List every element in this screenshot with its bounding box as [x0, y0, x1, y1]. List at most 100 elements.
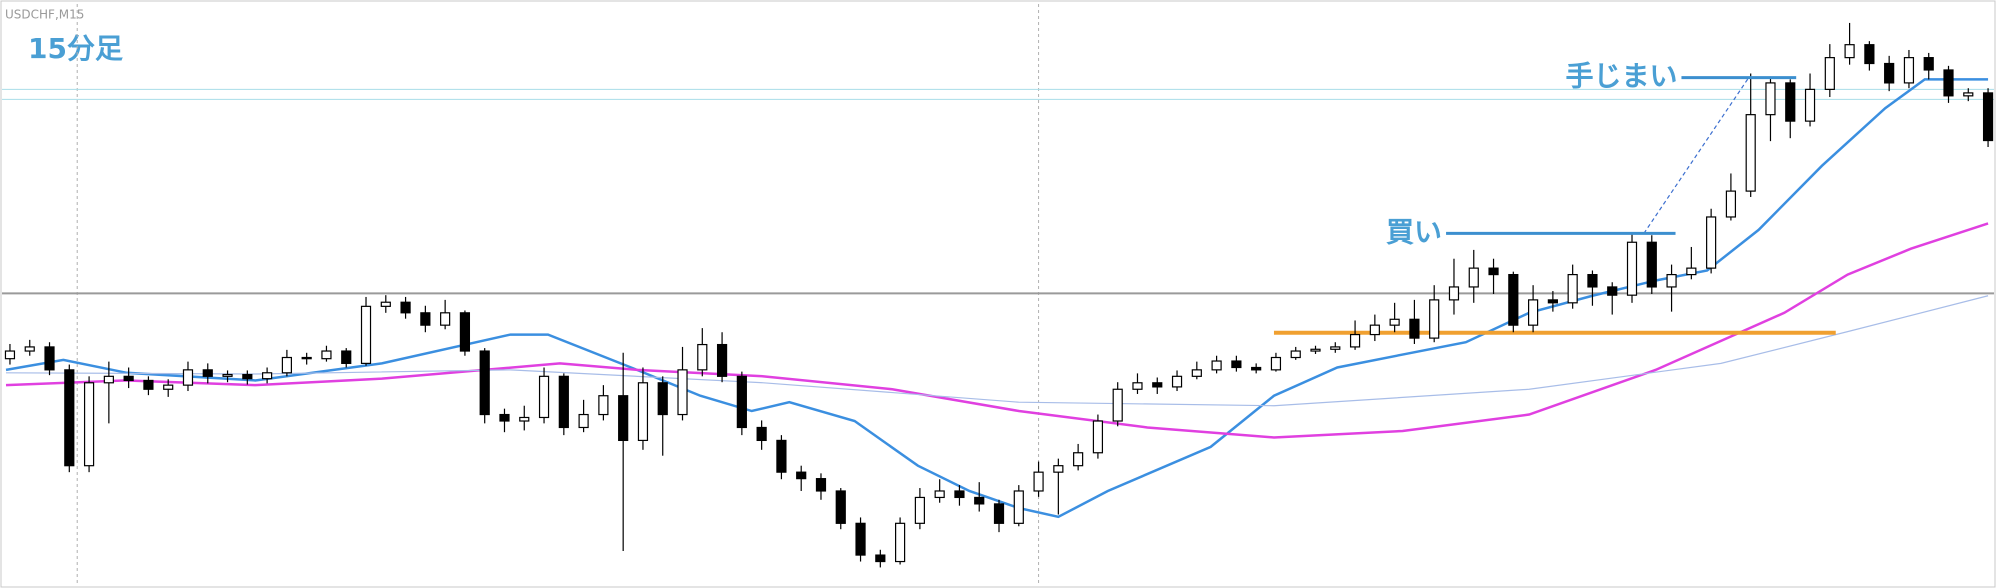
- candle-body: [1448, 286, 1460, 301]
- candle-body: [697, 343, 708, 371]
- candle-body: [736, 375, 747, 429]
- candle-body: [44, 346, 55, 371]
- candle-body: [123, 375, 134, 382]
- candle-body: [914, 496, 925, 524]
- candle-body: [1587, 273, 1598, 288]
- candle-body: [1785, 82, 1796, 122]
- candle-body: [1706, 216, 1717, 269]
- candle-body: [24, 346, 35, 352]
- candle-body: [380, 301, 391, 307]
- candle-body: [1290, 350, 1301, 359]
- candle-body: [538, 375, 550, 419]
- candle-body: [4, 350, 16, 360]
- candle-body: [1251, 366, 1262, 371]
- candle-body: [1231, 360, 1242, 369]
- candle-body: [756, 426, 767, 442]
- candle-body: [1903, 57, 1915, 84]
- candle-body: [1686, 267, 1697, 276]
- candle-body: [1191, 369, 1202, 377]
- trade-line: [1643, 77, 1750, 234]
- candle-body: [1330, 346, 1341, 350]
- candle-body: [420, 312, 431, 326]
- candle-body: [262, 372, 273, 380]
- candle-body: [499, 413, 510, 422]
- candle-body: [1033, 471, 1044, 492]
- candle-body: [855, 522, 866, 556]
- moving-average: [5, 222, 1989, 439]
- candle-body: [222, 373, 233, 377]
- candle-body: [1725, 190, 1737, 218]
- candle-body: [558, 375, 569, 429]
- candle-body: [1982, 92, 1994, 142]
- candle-body: [1626, 241, 1638, 296]
- candle-body: [64, 369, 75, 467]
- candle-body: [1211, 360, 1222, 371]
- candle-body: [1053, 465, 1064, 473]
- moving-average: [5, 78, 1989, 519]
- candle-body: [1132, 382, 1143, 390]
- candle-body: [182, 369, 194, 386]
- candle-body: [1369, 324, 1380, 336]
- candle-body: [440, 312, 451, 326]
- candle-body: [1468, 267, 1479, 288]
- candle-body: [1943, 69, 1954, 97]
- candle-body: [1152, 382, 1163, 388]
- candle-body: [360, 305, 372, 364]
- candle-body: [163, 384, 174, 390]
- candle-body: [1567, 273, 1578, 304]
- candle-body: [875, 554, 886, 563]
- candle-body: [341, 350, 352, 364]
- candle-body: [1844, 44, 1855, 59]
- candle-body: [796, 471, 807, 480]
- candle-body: [716, 343, 728, 377]
- candle-body: [459, 312, 471, 352]
- candle-body: [598, 395, 609, 416]
- candle-body: [1864, 44, 1875, 65]
- candle-body: [479, 350, 490, 416]
- candle-body: [1310, 348, 1321, 352]
- candle-body: [815, 478, 827, 492]
- candle-body: [776, 439, 787, 473]
- candle-body: [202, 369, 213, 377]
- candle-body: [1171, 375, 1183, 388]
- candle-body: [1804, 88, 1816, 122]
- candle-body: [1884, 62, 1895, 84]
- candle-body: [321, 350, 332, 360]
- candle-body: [618, 395, 629, 442]
- candle-body: [1666, 273, 1677, 288]
- candle-body: [400, 301, 411, 314]
- candle-body: [143, 379, 154, 390]
- candle-body: [974, 496, 985, 505]
- candle-body: [281, 356, 292, 374]
- annotation-label: 手じまい: [1565, 60, 1677, 93]
- candle-body: [1488, 267, 1499, 276]
- candle-body: [578, 413, 589, 429]
- candle-body: [1963, 92, 1974, 97]
- candle-body: [1409, 318, 1420, 339]
- candle-body: [1389, 318, 1400, 326]
- candle-body: [1646, 241, 1657, 288]
- candle-body: [1923, 57, 1934, 71]
- candle-body: [1508, 273, 1519, 326]
- candle-body: [637, 382, 649, 442]
- candle-body: [677, 369, 688, 416]
- candle-body: [835, 490, 846, 524]
- candle-body: [1092, 420, 1104, 454]
- candle-body: [519, 416, 530, 422]
- candle-body: [1349, 333, 1361, 348]
- candle-body: [1013, 490, 1024, 524]
- candle-body: [1112, 388, 1123, 422]
- candle-body: [1824, 57, 1835, 90]
- candle-body: [301, 356, 312, 360]
- candle-body: [1073, 452, 1084, 467]
- candle-body: [657, 382, 668, 416]
- candle-body: [1270, 356, 1282, 371]
- annotation-label: 買い: [1386, 215, 1442, 248]
- candle-body: [1547, 299, 1558, 304]
- chart-subtitle: 15分足: [28, 32, 123, 65]
- candle-body: [103, 375, 114, 384]
- candle-body: [1528, 299, 1539, 326]
- candle-body: [83, 382, 95, 467]
